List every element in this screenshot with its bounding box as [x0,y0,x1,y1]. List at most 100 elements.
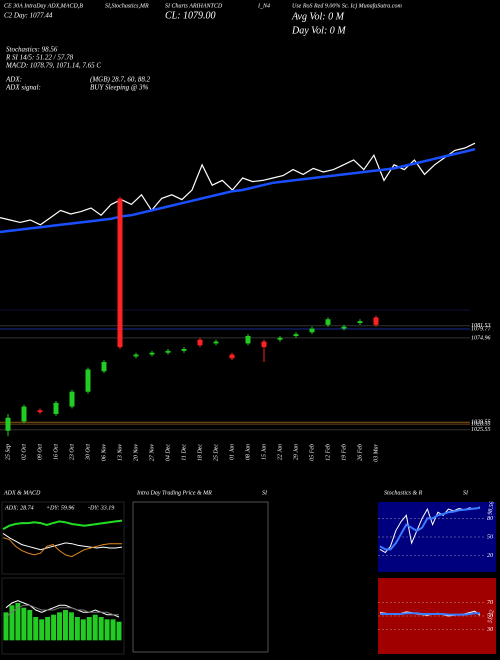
adx-line [2,537,122,558]
panel-title: ADX & MACD [3,490,41,496]
macd-bar [9,605,15,641]
header-text: C2 Day: 1077.44 [4,12,53,20]
price-level-label: 1029.55 [471,420,491,426]
price-level-label: 1025.55 [471,427,491,433]
x-tick-label: 02 Oct [21,444,27,460]
candle-body [149,352,155,355]
stat-text: BUY Sleeping @ 3% [90,84,149,92]
price-line [0,147,476,234]
y-tick-label: 50 [487,613,493,619]
x-tick-label: 08 Jan [245,444,251,460]
stat-text: ADX signal: [5,84,41,92]
panel-title: SI [262,490,268,496]
macd-bar [51,614,57,641]
candle-body [245,336,251,344]
candle-body [85,369,91,392]
x-tick-label: 13 Nov [117,444,123,462]
candle-body [165,350,171,353]
candle-body [229,354,235,359]
x-tick-label: 26 Feb [357,444,363,461]
candle-body [373,317,379,325]
macd-bar [80,619,86,641]
x-tick-label: 25 Sep [5,444,11,460]
stat-text: ADX: [5,76,22,84]
macd-bar [68,612,74,641]
candle-body [277,337,283,340]
macd-bar [57,612,62,641]
candle-body [133,354,139,357]
price-level-label: 1079.77 [471,326,492,332]
adx-line [2,519,123,530]
candle-body [181,349,187,351]
candle-body [293,334,299,336]
macd-frame [1,577,125,655]
y-tick-label: 70 [487,600,493,606]
y-tick-label: 80 [487,516,493,522]
x-tick-label: 27 Nov [149,444,155,462]
macd-bar [45,617,51,641]
candle-body [21,406,27,422]
stat-text: R SI 14/5: 51.22 / 57.78 [5,54,74,62]
candle-body [101,362,107,372]
x-tick-label: 12 Feb [325,444,331,461]
macd-bar [3,612,9,641]
macd-bar [21,607,27,641]
candle-body [37,410,43,413]
candle-body [357,321,363,323]
macd-bar [86,617,92,641]
macd-bar [15,603,21,641]
panel-bg [378,578,496,654]
stat-text: Stochastics: 98.56 [6,46,58,54]
macd-bar [98,617,104,641]
candle-body [341,326,347,329]
x-tick-label: 30 Oct [85,444,91,461]
y-tick-label: 50 [487,534,493,540]
value-label: 98.56 [487,501,495,515]
candle-body [309,328,315,333]
x-tick-label: 15 Jan [261,444,267,460]
candle-body [5,417,11,431]
x-tick-label: 09 Oct [37,444,43,460]
adx-frame [1,501,125,575]
candle-body [261,341,267,348]
header-text: CE 30A IntraDay ADX,MACD,B [4,3,83,9]
panel-title: Intra Day Trading Price & MR [136,490,212,496]
header-text: SI Charts ARIHANTCD [165,3,223,9]
candle-body [69,391,75,407]
indicator-line [380,612,480,616]
panel-title: SI [463,490,469,496]
header-text: SI,Stochastics,MR [105,3,149,9]
macd-bar [27,610,33,641]
x-tick-label: 04 Dec [164,444,171,461]
x-tick-label: 18 Dec [197,444,203,461]
stat-text: MACD: 1078.79, 1071.14, 7.65 C [5,62,101,70]
header-text: I_N4 [257,2,270,9]
candle-body [117,198,123,348]
y-tick-label: 30 [486,627,493,633]
price-line [0,142,476,226]
intraday-frame [132,501,269,653]
adx-line [2,532,123,551]
macd-bar [110,619,116,641]
macd-line [5,604,119,618]
y-tick-label: 20 [487,553,493,559]
adx-text: ADX: 28.74 [4,504,34,511]
macd-bar [92,614,98,641]
x-tick-label: 20 Nov [133,444,139,462]
x-tick-label: 19 Feb [341,444,347,461]
price-level-label: 1074.96 [471,334,491,341]
candle-body [213,341,219,344]
price-level-label: 1028.55 [471,421,491,427]
x-tick-label: 22 Jan [277,444,283,460]
panel-title: Stochastics & R [384,490,423,496]
price-level-label: 1081.53 [471,323,491,329]
macd-bar [74,617,80,641]
macd-bar [104,619,110,641]
candle-body [53,402,59,414]
x-tick-label: 11 Dec [181,444,187,461]
x-tick-label: 06 Nov [101,444,107,462]
macd-bar [116,621,122,641]
x-tick-label: 29 Jan [293,444,299,460]
x-tick-label: 23 Oct [69,444,75,460]
